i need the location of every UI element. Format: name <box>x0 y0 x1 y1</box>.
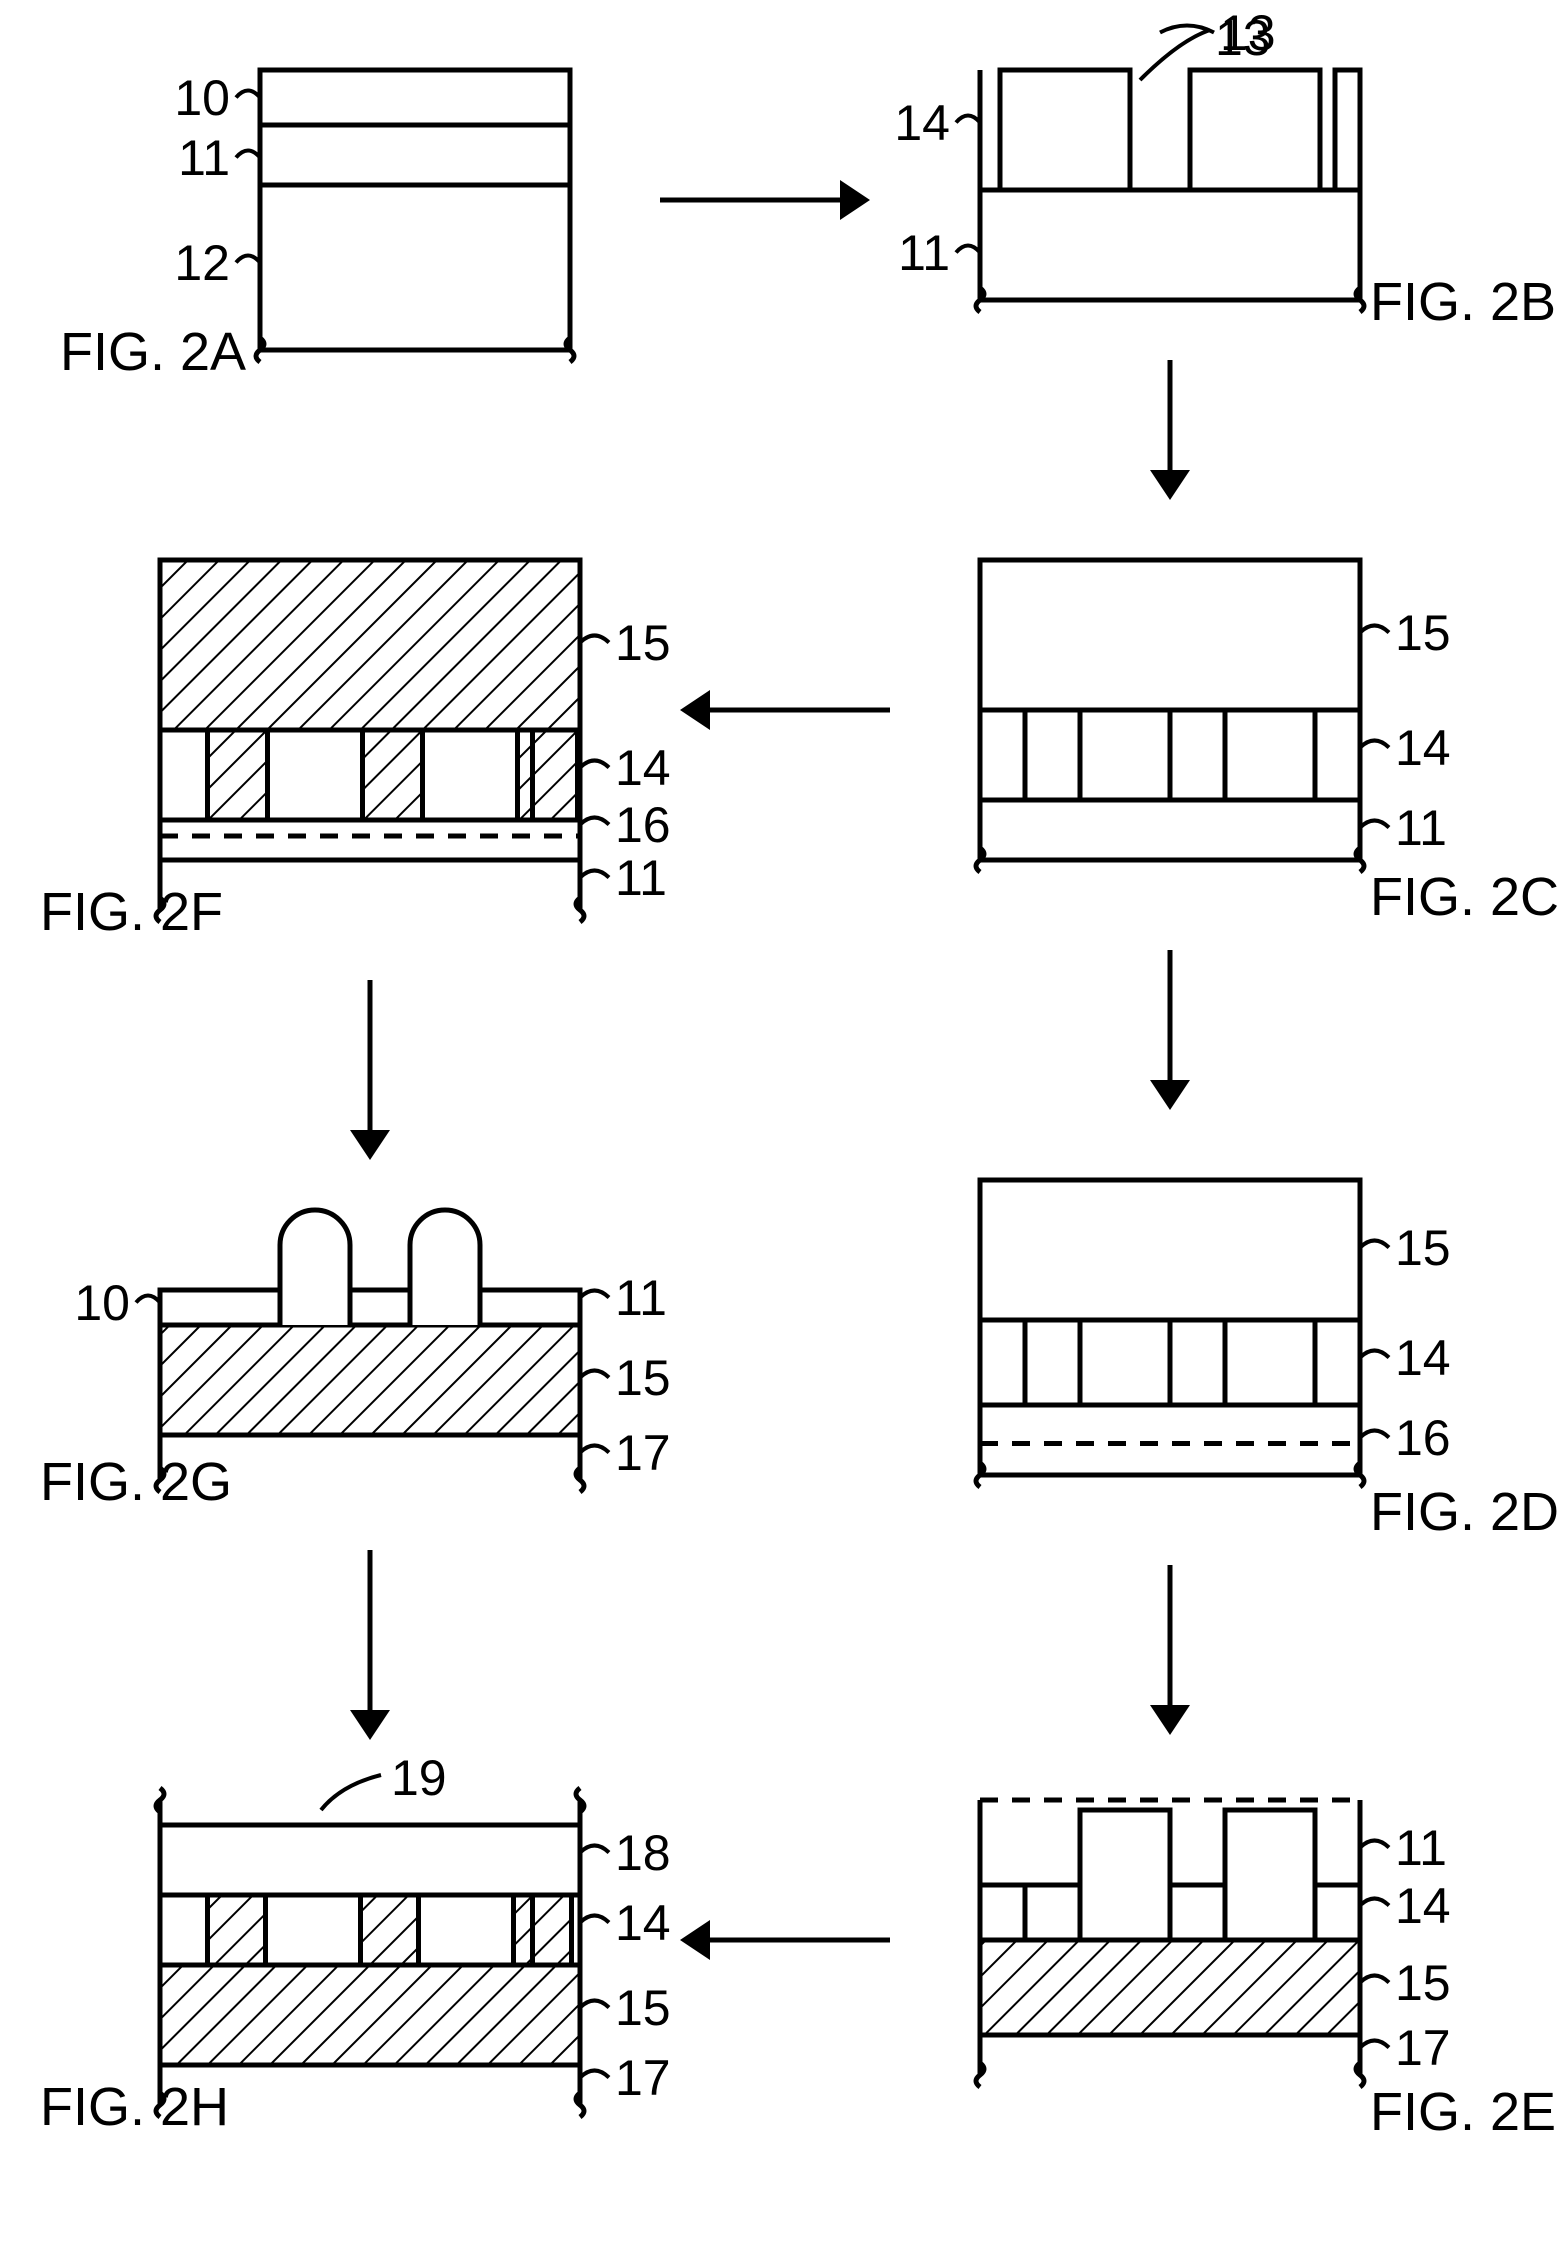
ref-15: 15 <box>615 1980 671 2036</box>
ref-11: 11 <box>178 130 230 186</box>
ref-15: 15 <box>615 1350 671 1406</box>
flow-arrowhead <box>680 1920 710 1960</box>
ref-15: 15 <box>1395 605 1451 661</box>
fig2b-block <box>1000 70 1130 190</box>
ref-11: 11 <box>898 225 950 281</box>
ref-13: 13 <box>1215 10 1271 66</box>
ref-17: 17 <box>615 2050 671 2106</box>
ref-14: 14 <box>615 1895 671 1951</box>
ref-17: 17 <box>1395 2020 1451 2076</box>
ref-19: 19 <box>391 1750 447 1806</box>
fig-label-2e: FIG. 2E <box>1370 2082 1556 2142</box>
ref-11: 11 <box>615 1270 667 1326</box>
ref-17: 17 <box>615 1425 671 1481</box>
fig2b-block <box>1190 70 1320 190</box>
flow-arrowhead <box>680 690 710 730</box>
ref-12: 12 <box>174 235 230 291</box>
ref-10: 10 <box>174 70 230 126</box>
ref-15: 15 <box>1395 1955 1451 2011</box>
ref-14: 14 <box>1395 1330 1451 1386</box>
fig-2a <box>260 70 570 350</box>
ref-14: 14 <box>615 740 671 796</box>
fig-label-2g: FIG. 2G <box>40 1452 232 1512</box>
ref-16: 16 <box>615 797 671 853</box>
fig2b-base <box>980 190 1360 300</box>
flow-arrowhead <box>350 1130 390 1160</box>
ref-16: 16 <box>1395 1410 1451 1466</box>
fig2c-over <box>980 560 1360 710</box>
ref-15: 15 <box>1395 1220 1451 1276</box>
fig-label-2h: FIG. 2H <box>40 2077 229 2137</box>
flow-arrowhead <box>840 180 870 220</box>
fig2f-over <box>160 560 580 730</box>
fig2d-over <box>980 1180 1360 1320</box>
flow-arrowhead <box>350 1710 390 1740</box>
ref-18: 18 <box>615 1825 671 1881</box>
fig-label-2f: FIG. 2F <box>40 882 223 942</box>
ref-14: 14 <box>1395 1878 1451 1934</box>
ref-11: 11 <box>1395 800 1447 856</box>
ref-10: 10 <box>74 1275 130 1331</box>
ref-11: 11 <box>615 850 667 906</box>
fig2g-slab <box>160 1325 580 1435</box>
flow-arrowhead <box>1150 470 1190 500</box>
ref-14: 14 <box>894 95 950 151</box>
flow-arrowhead <box>1150 1705 1190 1735</box>
fig-label-2d: FIG. 2D <box>1370 1482 1559 1542</box>
flow-arrowhead <box>1150 1080 1190 1110</box>
ref-15: 15 <box>615 615 671 671</box>
fig-label-2b: FIG. 2B <box>1370 272 1556 332</box>
fig-label-2a: FIG. 2A <box>60 322 246 382</box>
fig-label-2c: FIG. 2C <box>1370 867 1559 927</box>
ref-14: 14 <box>1395 720 1451 776</box>
ref-11: 11 <box>1395 1820 1447 1876</box>
